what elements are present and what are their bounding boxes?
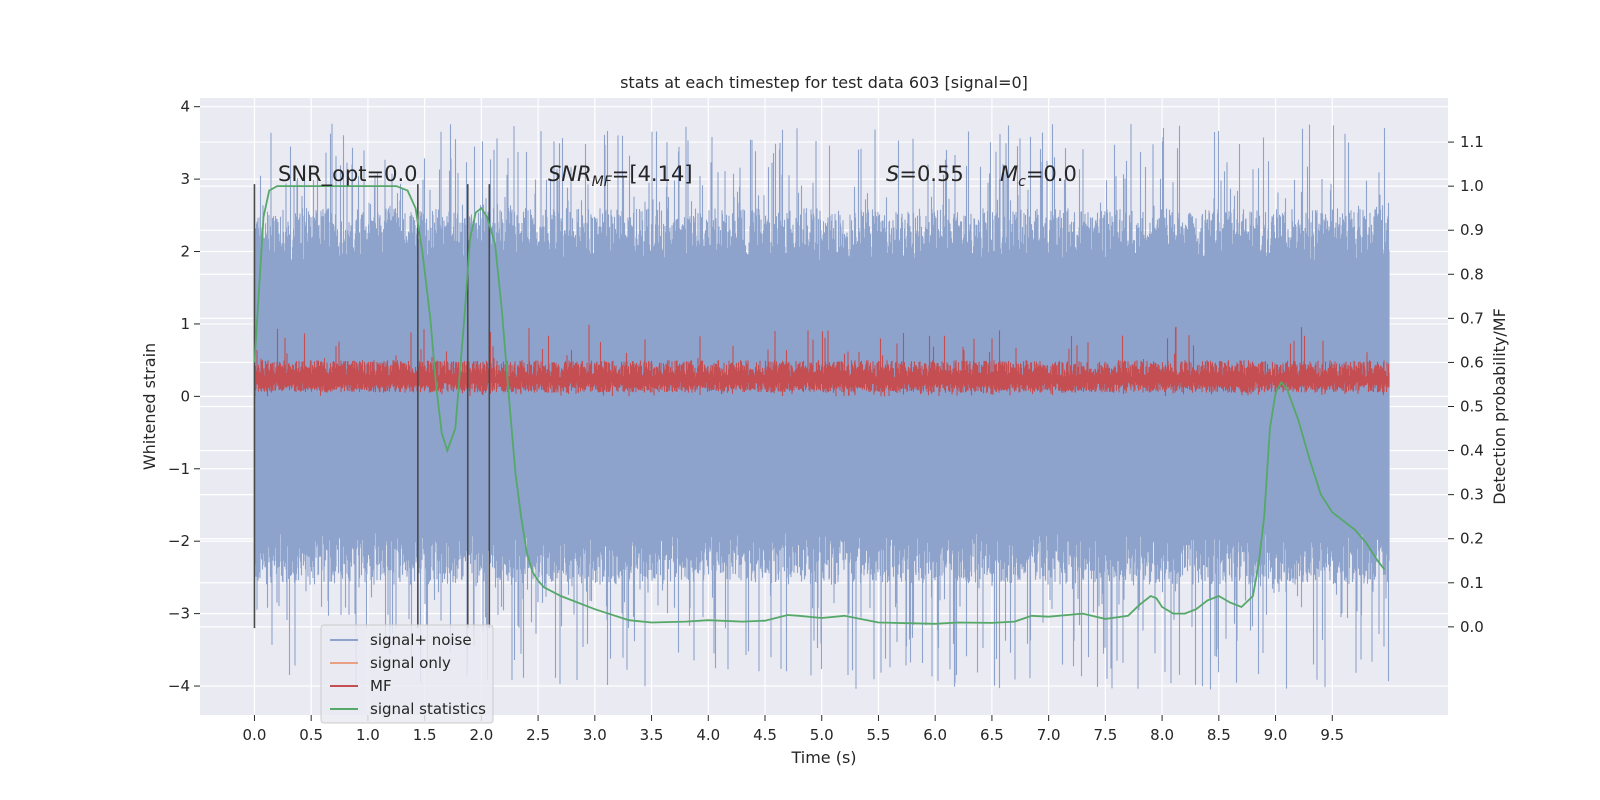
y-right-tick-label: 0.1 <box>1460 574 1484 592</box>
series-signal-statistics <box>253 185 1386 625</box>
y-tick-label: 0 <box>180 387 190 405</box>
x-tick-label: 6.0 <box>923 726 947 744</box>
chart-title: stats at each timestep for test data 603… <box>620 73 1028 92</box>
y-right-tick-label: 0.3 <box>1460 486 1484 504</box>
x-tick-label: 5.5 <box>867 726 891 744</box>
y-right-tick-label: 0.8 <box>1460 265 1484 283</box>
x-tick-label: 3.0 <box>583 726 607 744</box>
x-tick-label: 6.5 <box>980 726 1004 744</box>
legend-label: signal statistics <box>370 700 486 718</box>
y-tick-label: 3 <box>180 170 190 188</box>
y-right-tick-label: 0.9 <box>1460 221 1484 239</box>
legend-label: signal only <box>370 654 451 672</box>
annotation-text: S=0.55 <box>886 162 964 186</box>
y-tick-label: −3 <box>168 605 190 623</box>
y-axis-right-label: Detection probability/MF <box>1490 308 1509 505</box>
annotation-text: SNRMF=[4.14] <box>548 162 693 190</box>
y-right-tick-label: 0.4 <box>1460 442 1484 460</box>
x-tick-label: 5.0 <box>810 726 834 744</box>
x-tick-label: 4.0 <box>696 726 720 744</box>
x-axis-label: Time (s) <box>790 748 856 767</box>
y-tick-label: −4 <box>168 677 190 695</box>
y-axis-label: Whitened strain <box>140 343 159 470</box>
x-tick-label: 3.5 <box>640 726 664 744</box>
y-right-tick-label: 0.7 <box>1460 309 1484 327</box>
annotations: SNR_opt=0.0 SNRMF=[4.14] S=0.55 Mc=0.0 <box>278 162 1077 190</box>
x-tick-label: 1.5 <box>413 726 437 744</box>
legend-label: MF <box>370 677 392 695</box>
axes: 0.0 0.5 1.0 1.5 2.0 2.5 3.0 3.5 4.0 4.5 5.0 5.5 6.0 6… <box>168 98 1484 744</box>
y-right-tick-label: 1.1 <box>1460 133 1484 151</box>
x-tick-label: 7.5 <box>1093 726 1117 744</box>
series-line-signal-statistics <box>253 185 1386 625</box>
x-tick-label: 0.5 <box>299 726 323 744</box>
y-right-tick-label: 0.0 <box>1460 618 1484 636</box>
x-tick-label: 4.5 <box>753 726 777 744</box>
x-tick-label: 1.0 <box>356 726 380 744</box>
y-right-tick-label: 0.2 <box>1460 530 1484 548</box>
y-right-tick-label: 1.0 <box>1460 177 1484 195</box>
x-tick-label: 7.0 <box>1037 726 1061 744</box>
y-right-tick-label: 0.6 <box>1460 353 1484 371</box>
x-tick-label: 8.5 <box>1207 726 1231 744</box>
legend-label: signal+ noise <box>370 631 472 649</box>
legend: signal+ noise signal only MF signal statist… <box>320 624 494 724</box>
annotation-text: SNR_opt=0.0 <box>278 162 418 187</box>
x-tick-label: 9.0 <box>1264 726 1288 744</box>
y-tick-label: −1 <box>168 460 190 478</box>
y-tick-label: 2 <box>180 243 190 261</box>
x-tick-label: 8.0 <box>1150 726 1174 744</box>
y-tick-label: −2 <box>168 532 190 550</box>
y-tick-label: 1 <box>180 315 190 333</box>
y-tick-label: 4 <box>180 98 190 116</box>
x-tick-label: 0.0 <box>243 726 267 744</box>
legend-box <box>320 624 494 724</box>
y-right-tick-label: 0.5 <box>1460 398 1484 416</box>
x-tick-label: 9.5 <box>1320 726 1344 744</box>
x-tick-label: 2.5 <box>526 726 550 744</box>
x-tick-label: 2.0 <box>469 726 493 744</box>
annotation-text: Mc=0.0 <box>1000 162 1077 190</box>
